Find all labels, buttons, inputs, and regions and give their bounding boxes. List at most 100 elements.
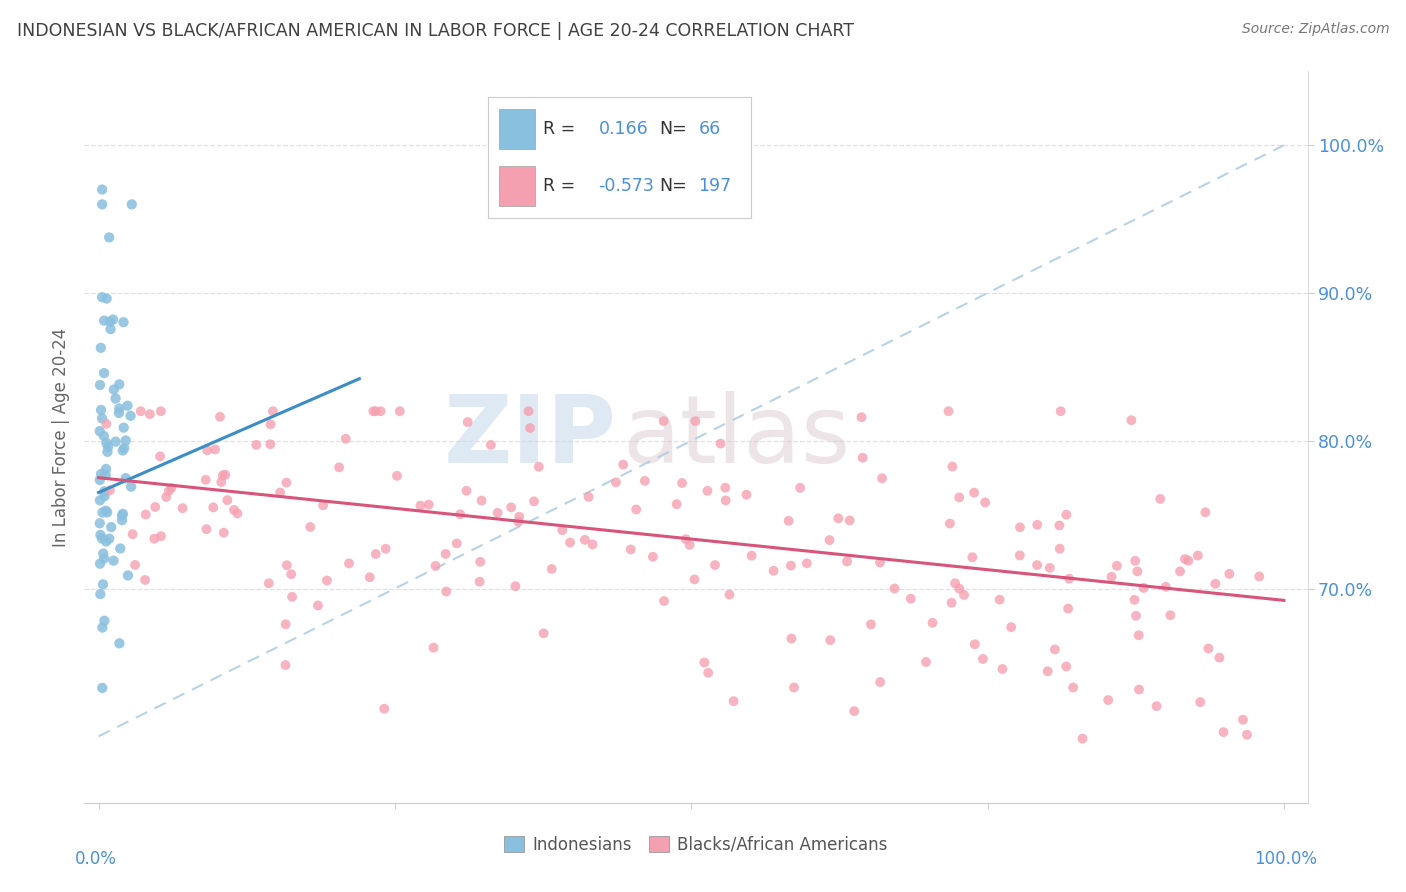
Point [962, 550, 984, 565]
Point [1043, 642, 1066, 657]
Point [778, 514, 800, 528]
Point [1146, 699, 1168, 714]
Point [1177, 554, 1199, 568]
Point [120, 409, 142, 423]
Point [612, 458, 634, 472]
Point [96, 534, 118, 549]
Point [508, 509, 530, 524]
Point [1249, 569, 1271, 583]
Point [94, 462, 117, 476]
Point [456, 483, 478, 498]
Point [209, 475, 232, 489]
Point [120, 480, 142, 494]
Point [1159, 608, 1181, 623]
Point [1008, 520, 1031, 534]
Point [93, 313, 115, 327]
Point [1168, 565, 1191, 579]
Point [143, 532, 166, 546]
Point [91, 290, 114, 304]
Point [1126, 565, 1149, 579]
Point [835, 554, 858, 568]
Point [422, 640, 444, 655]
Point [111, 508, 134, 523]
Point [108, 377, 131, 392]
Point [1057, 572, 1080, 586]
Point [195, 522, 218, 536]
Point [741, 549, 763, 563]
Point [693, 656, 716, 670]
Point [1125, 608, 1147, 623]
Point [939, 516, 962, 531]
Point [869, 675, 891, 690]
Point [852, 450, 875, 465]
Point [124, 558, 146, 572]
Point [527, 459, 550, 474]
Point [634, 474, 657, 488]
Point [212, 525, 235, 540]
Point [468, 574, 491, 589]
Point [374, 541, 396, 556]
Point [1054, 659, 1077, 673]
Point [89, 587, 111, 601]
Point [89, 528, 111, 542]
Point [434, 547, 457, 561]
Point [605, 475, 627, 490]
Point [316, 574, 339, 588]
Point [121, 197, 143, 211]
Point [373, 702, 395, 716]
Point [110, 541, 132, 556]
Point [1218, 566, 1240, 581]
Point [1054, 508, 1077, 522]
Point [91, 411, 114, 425]
Point [948, 491, 970, 505]
Point [274, 658, 297, 673]
Point [281, 590, 304, 604]
Point [157, 483, 180, 498]
Point [194, 473, 217, 487]
Point [533, 626, 555, 640]
Point [211, 468, 233, 483]
Point [104, 434, 127, 449]
Point [1121, 413, 1143, 427]
Point [551, 523, 574, 537]
Point [98, 532, 121, 546]
Point [1000, 620, 1022, 634]
Text: atlas: atlas [623, 391, 851, 483]
Point [217, 493, 239, 508]
Point [1036, 665, 1059, 679]
Point [93, 484, 115, 499]
Point [114, 434, 136, 448]
Point [972, 652, 994, 666]
Point [1049, 404, 1071, 418]
Point [1026, 558, 1049, 573]
Point [827, 511, 849, 525]
Point [1149, 491, 1171, 506]
Point [96, 436, 118, 450]
Point [97, 440, 120, 454]
Point [1132, 581, 1154, 595]
Point [204, 442, 226, 457]
Point [714, 481, 737, 495]
Point [449, 508, 471, 522]
Point [364, 547, 387, 561]
Point [96, 505, 118, 519]
Point [523, 494, 546, 508]
Point [735, 488, 758, 502]
Point [671, 475, 693, 490]
Point [941, 459, 963, 474]
Point [91, 532, 114, 546]
Point [337, 557, 360, 571]
Text: 100.0%: 100.0% [1254, 850, 1317, 868]
Point [1071, 731, 1094, 746]
Point [312, 499, 335, 513]
Point [149, 404, 172, 418]
Point [820, 633, 842, 648]
Point [418, 498, 440, 512]
Point [111, 513, 134, 527]
Point [208, 409, 231, 424]
Point [280, 567, 302, 582]
Point [89, 557, 111, 571]
Point [91, 506, 114, 520]
Point [195, 443, 218, 458]
Point [974, 495, 997, 509]
